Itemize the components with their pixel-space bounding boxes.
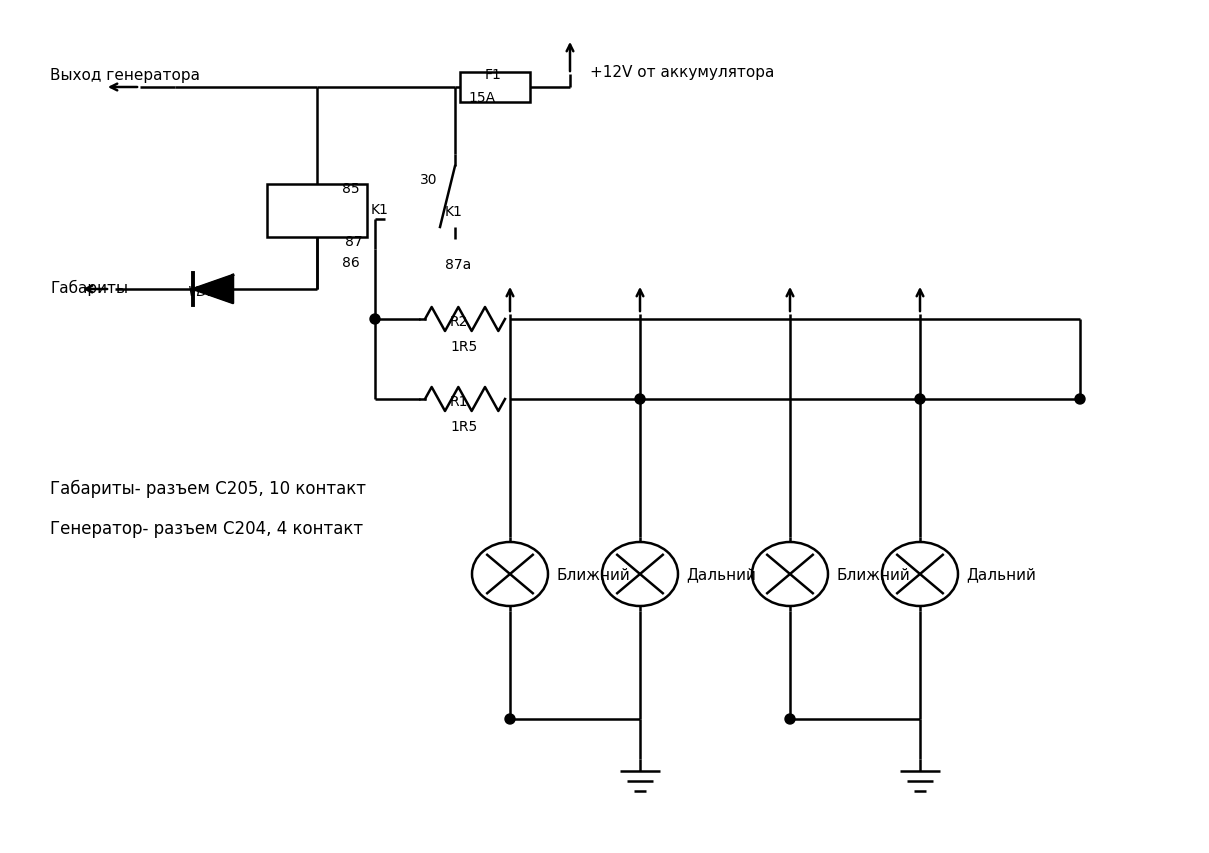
Text: F1: F1 xyxy=(485,68,502,82)
Text: Ближний: Ближний xyxy=(835,567,909,582)
Text: 30: 30 xyxy=(420,173,438,187)
Circle shape xyxy=(785,714,796,724)
Text: R1: R1 xyxy=(450,395,469,409)
Text: Ближний: Ближний xyxy=(556,567,630,582)
Text: Дальний: Дальний xyxy=(966,567,1036,582)
Text: 1R5: 1R5 xyxy=(450,420,478,433)
Text: Генератор- разъем С204, 4 контакт: Генератор- разъем С204, 4 контакт xyxy=(50,519,363,537)
Text: K1: K1 xyxy=(371,203,389,217)
Text: Габариты- разъем С205, 10 контакт: Габариты- разъем С205, 10 контакт xyxy=(50,479,366,497)
Text: Выход генератора: Выход генератора xyxy=(50,68,199,83)
Text: Дальний: Дальний xyxy=(686,567,756,582)
Text: 87: 87 xyxy=(345,235,363,249)
Polygon shape xyxy=(193,276,233,304)
Circle shape xyxy=(1075,395,1084,404)
Bar xyxy=(459,73,530,103)
Text: 85: 85 xyxy=(342,182,359,196)
Text: +12V от аккумулятора: +12V от аккумулятора xyxy=(590,65,775,80)
Circle shape xyxy=(915,395,925,404)
Text: 15A: 15A xyxy=(468,91,496,105)
Bar xyxy=(267,185,368,238)
Text: 87a: 87a xyxy=(445,258,472,272)
Text: 86: 86 xyxy=(342,256,360,270)
Text: 1R5: 1R5 xyxy=(450,339,478,354)
Text: VD1: VD1 xyxy=(189,285,216,299)
Text: Габариты: Габариты xyxy=(50,280,128,296)
Circle shape xyxy=(505,714,515,724)
Text: R2: R2 xyxy=(450,315,468,328)
Text: K1: K1 xyxy=(445,205,463,218)
Circle shape xyxy=(635,395,644,404)
Circle shape xyxy=(370,315,380,325)
